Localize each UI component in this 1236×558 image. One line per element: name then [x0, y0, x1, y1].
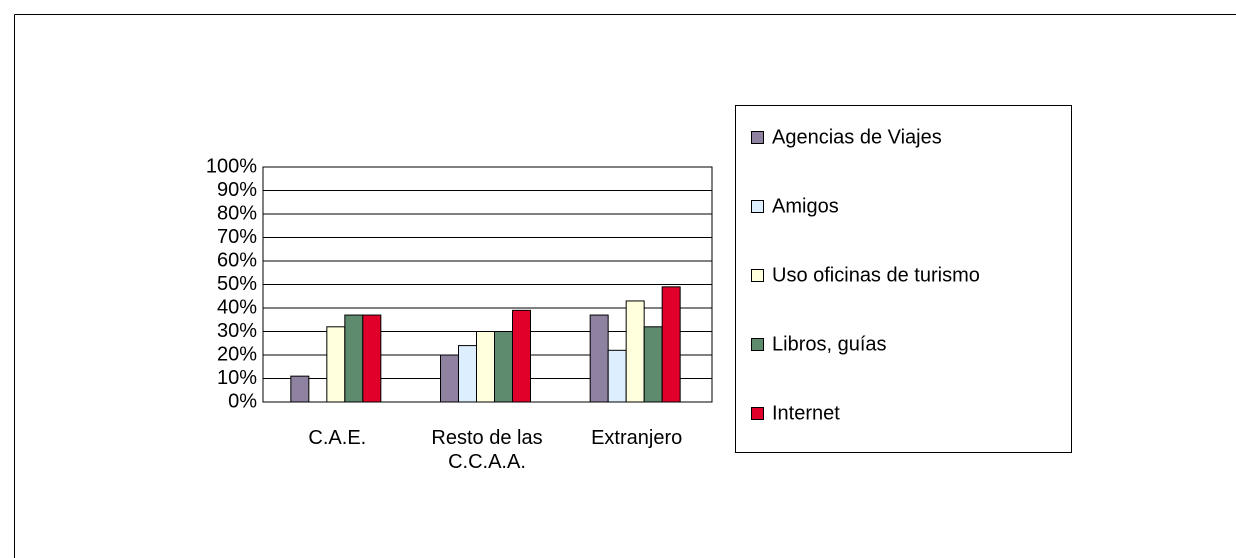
bar [625, 300, 645, 403]
x-tick-label: Resto de las C.C.A.A. [431, 427, 543, 473]
bar [290, 375, 310, 403]
legend-label: Uso oficinas de turismo [772, 264, 980, 286]
y-tick-label: 10% [217, 367, 257, 389]
legend-label: Agencias de Viajes [772, 126, 942, 148]
y-tick-label: 70% [217, 226, 257, 248]
y-tick-label: 50% [217, 273, 257, 295]
bar [607, 349, 627, 403]
bar [440, 354, 459, 403]
bar [344, 314, 364, 403]
legend-swatch [751, 131, 764, 144]
y-tick-label: 100% [206, 155, 257, 177]
bar [326, 326, 346, 403]
x-tick-label: C.A.E. [308, 427, 367, 449]
legend-swatch [751, 407, 764, 420]
bar [494, 331, 513, 403]
y-tick-label: 20% [217, 343, 257, 365]
legend-label: Amigos [772, 195, 839, 217]
bar [589, 314, 609, 403]
y-tick-label: 80% [217, 202, 257, 224]
bar [458, 345, 477, 403]
x-tick-label: Extranjero [591, 427, 683, 449]
bar [362, 314, 382, 403]
legend-label: Internet [772, 402, 840, 424]
legend-label: Libros, guías [772, 333, 887, 355]
legend-swatch [751, 200, 764, 213]
legend-swatch [751, 338, 764, 351]
bar [512, 309, 531, 403]
y-tick-label: 30% [217, 320, 257, 342]
bar [643, 326, 663, 403]
bar [661, 286, 681, 403]
y-tick-label: 60% [217, 249, 257, 271]
bar [476, 331, 495, 403]
legend-box [735, 105, 1072, 453]
y-tick-label: 40% [217, 296, 257, 318]
y-tick-label: 90% [217, 179, 257, 201]
legend-swatch [751, 269, 764, 282]
y-tick-label: 0% [228, 390, 257, 412]
